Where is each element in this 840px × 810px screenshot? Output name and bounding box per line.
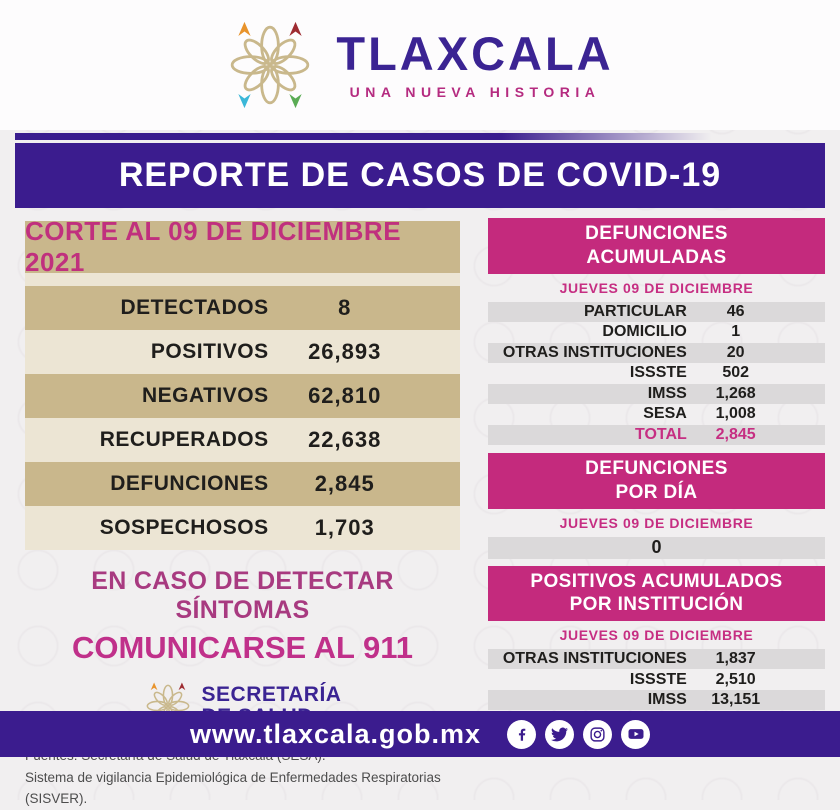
stat-label: POSITIVOS (150, 340, 269, 363)
row-label: IMSS (647, 384, 687, 402)
youtube-icon[interactable] (621, 719, 651, 749)
row-value: 1,268 (715, 384, 756, 402)
row-value: 1,837 (715, 650, 756, 668)
row-value: 1,008 (715, 405, 756, 423)
row-value: 1 (731, 323, 741, 341)
brand-name: TLAXCALA (336, 27, 614, 80)
stat-value: 1,703 (314, 515, 375, 540)
section-date: JUEVES 09 DE DICIEMBRE (559, 627, 754, 644)
section-date: JUEVES 09 DE DICIEMBRE (559, 279, 754, 296)
row-label: OTRAS INSTITUCIONES (502, 343, 687, 361)
section-title-line: ACUMULADAS (586, 246, 727, 268)
page-footer: www.tlaxcala.gob.mx (0, 711, 840, 757)
page-header: TLAXCALA UNA NUEVA HISTORIA (0, 0, 840, 130)
table-row: DOMICILIO 1 (488, 322, 825, 342)
row-value: 13,151 (711, 691, 761, 709)
section-title-line: POR INSTITUCIÓN (569, 594, 744, 616)
row-value: 502 (722, 364, 750, 382)
stat-value: 8 (338, 295, 352, 320)
row-label: ISSSTE (629, 364, 687, 382)
table-row: SOSPECHOSOS 1,703 (25, 506, 460, 550)
section-header-defunciones-acumuladas: DEFUNCIONES ACUMULADAS (488, 218, 825, 274)
main-content: CORTE AL 09 DE DICIEMBRE 2021 DETECTADOS… (0, 208, 840, 806)
tlaxcala-flower-logo-icon (231, 20, 310, 110)
stat-label: RECUPERADOS (99, 428, 269, 451)
section-title-line: DEFUNCIONES (585, 458, 728, 480)
table-row: SESA 1,008 (488, 404, 825, 424)
left-column: CORTE AL 09 DE DICIEMBRE 2021 DETECTADOS… (15, 208, 460, 806)
emergency-number-text: COMUNICARSE AL 911 (71, 630, 414, 665)
cutoff-title: CORTE AL 09 DE DICIEMBRE 2021 (25, 216, 402, 277)
report-title: REPORTE DE CASOS DE COVID-19 (118, 156, 722, 194)
secretaria-line1: SECRETARÍA (201, 682, 342, 706)
purple-divider-line (15, 133, 825, 140)
row-label: DOMICILIO (602, 323, 687, 341)
table-row: OTRAS INSTITUCIONES 1,837 (488, 649, 825, 670)
report-banner: REPORTE DE CASOS DE COVID-19 (15, 143, 825, 208)
social-icons (507, 719, 651, 749)
website-url[interactable]: www.tlaxcala.gob.mx (189, 718, 482, 749)
brand-tagline: UNA NUEVA HISTORIA (349, 84, 601, 100)
twitter-icon[interactable] (545, 719, 575, 749)
section-title-line: POR DÍA (615, 481, 698, 503)
section-date: JUEVES 09 DE DICIEMBRE (559, 514, 754, 531)
row-value: 20 (726, 343, 745, 361)
brand-block: TLAXCALA UNA NUEVA HISTORIA (336, 30, 613, 100)
defunciones-por-dia-value-row: 0 (488, 536, 825, 559)
section-title-line: POSITIVOS ACUMULADOS (530, 570, 783, 592)
symptoms-notice: EN CASO DE DETECTAR SÍNTOMAS COMUNICARSE… (25, 567, 460, 666)
instagram-icon[interactable] (583, 719, 613, 749)
stat-label: NEGATIVOS (141, 384, 269, 407)
table-row: DEFUNCIONES 2,845 (25, 462, 460, 506)
table-row: RECUPERADOS 22,638 (25, 418, 460, 462)
table-row: ISSSTE 502 (488, 363, 825, 383)
row-label: TOTAL (634, 426, 687, 444)
row-value: 2,845 (715, 426, 756, 444)
section-header-positivos-acumulados: POSITIVOS ACUMULADOS POR INSTITUCIÓN (488, 565, 825, 622)
stat-label: DEFUNCIONES (110, 472, 269, 495)
row-label: IMSS (647, 691, 687, 709)
stat-value: 2,845 (314, 471, 375, 496)
row-value: 46 (726, 302, 745, 320)
stat-label: SOSPECHOSOS (99, 516, 269, 539)
defunciones-acumuladas-table: PARTICULAR 46 DOMICILIO 1 OTRAS INSTITUC… (488, 301, 825, 446)
cutoff-header: CORTE AL 09 DE DICIEMBRE 2021 (25, 216, 460, 277)
row-label: ISSSTE (629, 670, 687, 688)
table-row: POSITIVOS 26,893 (25, 330, 460, 374)
stat-value: 22,638 (308, 427, 382, 452)
stats-table: DETECTADOS 8 POSITIVOS 26,893 NEGATIVOS … (25, 273, 460, 550)
stat-value: 62,810 (308, 383, 382, 408)
right-column: DEFUNCIONES ACUMULADAS JUEVES 09 DE DICI… (488, 208, 825, 757)
table-row: IMSS 13,151 (488, 690, 825, 711)
row-label: OTRAS INSTITUCIONES (502, 650, 687, 668)
table-row: OTRAS INSTITUCIONES 20 (488, 342, 825, 363)
symptoms-text: EN CASO DE DETECTAR SÍNTOMAS (91, 567, 394, 624)
row-value: 2,510 (715, 670, 756, 688)
section-header-defunciones-por-dia: DEFUNCIONES POR DÍA (488, 453, 825, 509)
table-row: IMSS 1,268 (488, 383, 825, 404)
table-row: PARTICULAR 46 (488, 301, 825, 322)
table-row-total: TOTAL 2,845 (488, 425, 825, 446)
sources-line2: Sistema de vigilancia Epidemiológica de … (25, 769, 441, 807)
row-label: PARTICULAR (584, 302, 687, 320)
table-row: DETECTADOS 8 (25, 286, 460, 330)
section-title-line: DEFUNCIONES (585, 223, 728, 244)
stat-value: 26,893 (308, 339, 382, 364)
row-label: SESA (643, 405, 687, 423)
stat-label: DETECTADOS (120, 296, 269, 319)
daily-deaths-value: 0 (651, 537, 662, 558)
table-row: NEGATIVOS 62,810 (25, 374, 460, 418)
table-row: ISSSTE 2,510 (488, 670, 825, 690)
facebook-icon[interactable] (507, 719, 537, 749)
